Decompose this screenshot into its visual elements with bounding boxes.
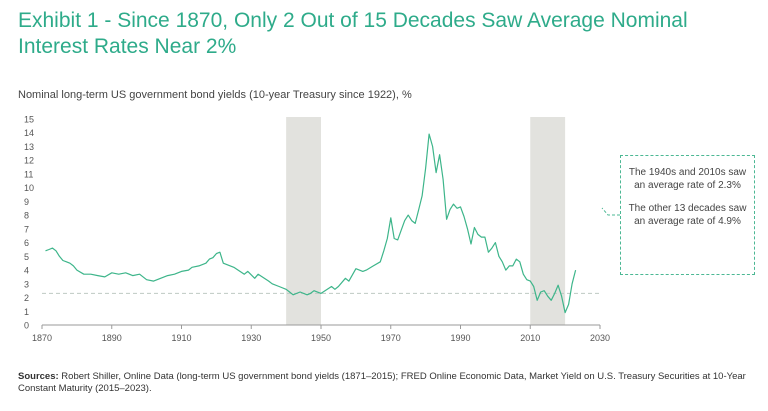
chart-title: Exhibit 1 - Since 1870, Only 2 Out of 15… xyxy=(18,9,688,58)
y-tick-label: 10 xyxy=(24,183,34,193)
x-tick-label: 1990 xyxy=(450,333,470,343)
series-group xyxy=(45,133,577,314)
sources-text: Robert Shiller, Online Data (long-term U… xyxy=(18,371,746,394)
y-tick-label: 15 xyxy=(24,115,34,125)
x-tick-label: 1910 xyxy=(171,333,191,343)
y-tick-label: 12 xyxy=(24,156,34,166)
callout-text-decades-low: The 1940s and 2010s saw an average rate … xyxy=(628,167,747,191)
x-axis-ticks: 1870 1890 1910 1930 1950 1970 1990 2010 2030 xyxy=(32,325,610,343)
y-tick-label: 14 xyxy=(24,128,34,138)
sources-label: Sources: xyxy=(18,371,59,382)
x-tick-label: 1890 xyxy=(102,333,122,343)
x-tick-label: 2030 xyxy=(590,333,610,343)
shaded-period xyxy=(286,117,321,325)
chart-subtitle: Nominal long-term US government bond yie… xyxy=(18,89,412,101)
x-tick-label: 2010 xyxy=(520,333,540,343)
y-tick-label: 3 xyxy=(24,279,29,289)
y-tick-label: 2 xyxy=(24,293,29,303)
x-tick-label: 1950 xyxy=(311,333,331,343)
x-tick-label: 1930 xyxy=(241,333,261,343)
y-tick-label: 13 xyxy=(24,142,34,152)
x-tick-label: 1870 xyxy=(32,333,52,343)
callout-box: The 1940s and 2010s saw an average rate … xyxy=(620,155,755,275)
shaded-periods xyxy=(286,117,566,325)
callout-connector xyxy=(601,207,620,216)
callout-text-decades-other: The other 13 decades saw an average rate… xyxy=(628,203,747,227)
y-tick-label: 4 xyxy=(24,266,29,276)
sources-note: Sources: Robert Shiller, Online Data (lo… xyxy=(18,371,758,395)
y-tick-label: 11 xyxy=(24,169,33,179)
y-tick-label: 0 xyxy=(24,321,29,331)
y-tick-label: 9 xyxy=(24,197,29,207)
y-tick-label: 8 xyxy=(24,211,29,221)
y-tick-label: 6 xyxy=(24,238,29,248)
y-tick-label: 5 xyxy=(24,252,29,262)
y-tick-label: 7 xyxy=(24,224,29,234)
y-tick-label: 1 xyxy=(24,307,29,317)
series-line xyxy=(45,133,577,314)
x-tick-label: 1970 xyxy=(381,333,401,343)
